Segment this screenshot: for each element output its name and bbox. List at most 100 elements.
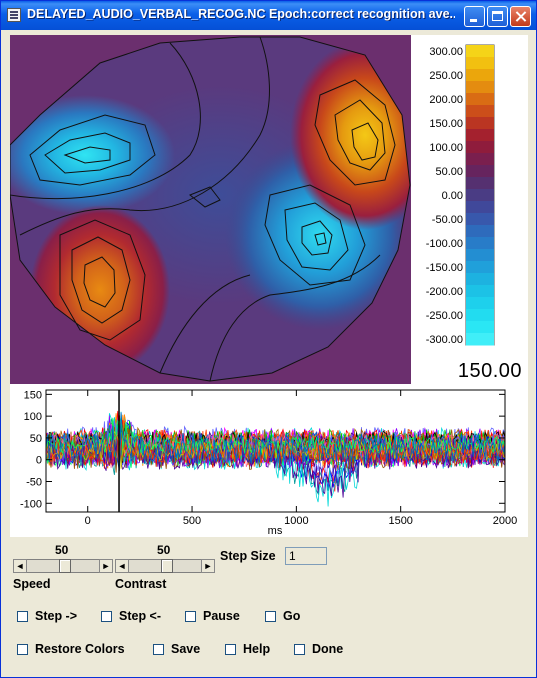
speed-decrease-arrow[interactable]: ◄ [13, 559, 27, 573]
colorbar-tick-label: -300.00 [426, 334, 463, 346]
y-tick-label: 100 [24, 411, 42, 423]
contrast-slider-thumb[interactable] [161, 559, 173, 573]
colorbar-tick-label: 0.00 [442, 190, 463, 202]
contour-lines [10, 36, 411, 382]
step-size-input[interactable] [285, 547, 327, 565]
colorbar-tick-label: -100.00 [426, 238, 463, 250]
speed-value: 50 [55, 543, 69, 557]
step-back-box[interactable] [101, 611, 112, 622]
speed-slider-thumb[interactable] [59, 559, 71, 573]
colorbar-swatch [466, 165, 494, 178]
colorbar-swatch [466, 141, 494, 154]
y-tick-label: 150 [24, 389, 42, 401]
pause-label: Pause [203, 609, 240, 623]
colorbar-swatch [466, 189, 494, 202]
colorbar-tick-label: -50.00 [432, 214, 463, 226]
y-tick-label: 0 [36, 455, 42, 467]
colorbar-swatch [466, 261, 494, 274]
close-button[interactable] [510, 6, 531, 27]
restore-colors-box[interactable] [17, 644, 28, 655]
contrast-increase-arrow[interactable]: ► [201, 559, 215, 573]
channel-traces [45, 410, 506, 507]
step-forward-box[interactable] [17, 611, 28, 622]
title-bar[interactable]: DELAYED_AUDIO_VERBAL_RECOG.NC Epoch:corr… [1, 1, 536, 30]
colorbar-swatch [466, 321, 494, 334]
colorbar-swatch [466, 213, 494, 226]
x-axis-label: ms [268, 525, 283, 537]
minimize-button[interactable] [464, 6, 485, 27]
colorbar: 300.00 250.00 200.00 150.00 100.00 50.00 0.00 -… [426, 44, 495, 346]
contrast-value: 50 [157, 543, 171, 557]
colorbar-tick-label: 300.00 [429, 46, 463, 58]
contrast-label: Contrast [115, 577, 167, 591]
colorbar-swatch [466, 177, 494, 190]
save-label: Save [171, 642, 201, 656]
colorbar-swatch [466, 285, 494, 298]
current-value-readout: 150.00 [457, 360, 522, 382]
speed-slider[interactable]: ◄ ► [13, 559, 113, 575]
colorbar-swatch [466, 153, 494, 166]
speed-increase-arrow[interactable]: ► [99, 559, 113, 573]
plot-frame [45, 389, 506, 513]
colorbar-tick-label: -250.00 [426, 310, 463, 322]
help-label: Help [243, 642, 271, 656]
help-box[interactable] [225, 644, 236, 655]
colorbar-swatch [466, 333, 494, 346]
colorbar-swatch [466, 201, 494, 214]
maximize-button[interactable] [487, 6, 508, 27]
go-label: Go [283, 609, 301, 623]
contrast-decrease-arrow[interactable]: ◄ [115, 559, 129, 573]
go-box[interactable] [265, 611, 276, 622]
erp-plot-panel: 150 100 50 0 -50 -100 0 500 1000 1500 2000 ms [10, 384, 528, 537]
x-tick-label: 2000 [493, 515, 517, 527]
window-title: DELAYED_AUDIO_VERBAL_RECOG.NC Epoch:corr… [27, 7, 455, 21]
x-tick-label: 500 [183, 515, 201, 527]
speed-label: Speed [13, 577, 51, 591]
channel-trace [45, 412, 506, 471]
colorbar-swatch [466, 309, 494, 322]
colorbar-tick-label: 250.00 [429, 70, 463, 82]
save-box[interactable] [153, 644, 164, 655]
colorbar-swatch [466, 273, 494, 286]
colorbar-swatch [466, 45, 494, 58]
channel-trace [45, 417, 506, 455]
colorbar-swatch [466, 57, 494, 70]
x-tick-label: 1500 [388, 515, 412, 527]
colorbar-swatch [466, 237, 494, 250]
chart-axes [45, 389, 506, 513]
colorbar-tick-label: -200.00 [426, 286, 463, 298]
x-tick-label: 0 [85, 515, 91, 527]
colorbar-swatch [466, 249, 494, 262]
colorbar-swatch [466, 93, 494, 106]
app-icon[interactable] [7, 8, 21, 22]
step-back-label: Step <- [119, 609, 162, 623]
y-tick-label: 50 [30, 433, 42, 445]
colorbar-swatch [466, 225, 494, 238]
x-tick-label: 1000 [284, 515, 308, 527]
step-size-label: Step Size [220, 549, 276, 563]
colorbar-swatch [466, 129, 494, 142]
step-forward-label: Step -> [35, 609, 78, 623]
colorbar-swatch [466, 297, 494, 310]
channel-trace [45, 430, 506, 469]
colorbar-tick-label: 50.00 [435, 166, 463, 178]
colorbar-swatch [466, 117, 494, 130]
colorbar-tick-label: 150.00 [429, 118, 463, 130]
done-box[interactable] [294, 644, 305, 655]
pause-box[interactable] [185, 611, 196, 622]
colorbar-tick-label: 200.00 [429, 94, 463, 106]
restore-colors-label: Restore Colors [35, 642, 125, 656]
topographic-map-panel: 300.00 250.00 200.00 150.00 100.00 50.00 0.00 -… [10, 35, 528, 384]
contrast-slider[interactable]: ◄ ► [115, 559, 215, 575]
control-panel: 50 ◄ ► Speed 50 ◄ ► Contrast Step Size S… [10, 537, 528, 667]
y-tick-label: -100 [20, 498, 42, 510]
colorbar-swatch [466, 69, 494, 82]
colorbar-tick-label: -150.00 [426, 262, 463, 274]
topographic-map: 300.00 250.00 200.00 150.00 100.00 50.00 0.00 -… [10, 35, 495, 384]
y-tick-label: -50 [26, 477, 42, 489]
done-label: Done [312, 642, 344, 656]
colorbar-swatch [466, 105, 494, 118]
colorbar-tick-label: 100.00 [429, 142, 463, 154]
